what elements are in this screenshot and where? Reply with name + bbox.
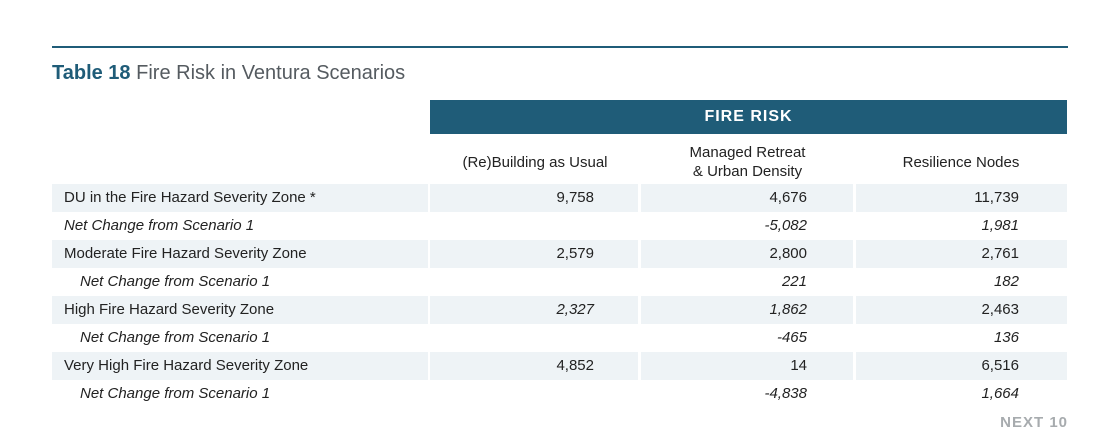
cell-value: 136 [993,329,1019,346]
table-row: High Fire Hazard Severity Zone 2,327 1,8… [52,296,1067,324]
cell-value: 4,676 [769,189,807,206]
cell-value: 4,852 [556,357,594,374]
cell-value: 1,862 [769,301,807,318]
cell-value: 2,579 [556,245,594,262]
table-number: Table 18 [52,62,131,84]
column-header-line: Managed Retreat [689,144,806,161]
cell-value: 221 [781,273,807,290]
cell-value: 9,758 [556,189,594,206]
cell-value: -4,838 [764,385,807,402]
row-label: Very High Fire Hazard Severity Zone [64,357,309,374]
cell-value: 2,761 [981,245,1019,262]
top-rule [52,46,1068,48]
row-label: Net Change from Scenario 1 [80,385,271,402]
column-header-line: (Re)Building as Usual [462,153,608,171]
cell-value: 1,981 [981,217,1019,234]
row-label: Moderate Fire Hazard Severity Zone [64,245,307,262]
cell-value: 182 [993,273,1019,290]
cell-value: 2,327 [556,301,594,318]
cell-value: 2,463 [981,301,1019,318]
group-header: FIRE RISK [430,100,1067,134]
cell-value: -5,082 [764,217,807,234]
table-row: Net Change from Scenario 1 -5,082 1,981 [52,212,1067,240]
column-header-line: Resilience Nodes [902,153,1020,171]
table-caption: Fire Risk in Ventura Scenarios [136,62,406,84]
row-label: Net Change from Scenario 1 [80,273,271,290]
cell-value: -465 [776,329,807,346]
row-label: DU in the Fire Hazard Severity Zone * [64,189,316,206]
table-row: Net Change from Scenario 1 -465 136 [52,324,1067,352]
row-label: Net Change from Scenario 1 [64,217,255,234]
table-row: Net Change from Scenario 1 221 182 [52,268,1067,296]
cell-value: 11,739 [974,189,1019,206]
column-header-line: & Urban Density [692,163,803,180]
cell-value: 2,800 [769,245,807,262]
table-row: Moderate Fire Hazard Severity Zone 2,579… [52,240,1067,268]
table-row: DU in the Fire Hazard Severity Zone * 9,… [52,184,1067,212]
cell-value: 1,664 [981,385,1019,402]
cell-value: 14 [790,357,807,374]
table-title: Table 18 Fire Risk in Ventura Scenarios [52,60,405,86]
cell-value: 6,516 [981,357,1019,374]
table-row: Net Change from Scenario 1 -4,838 1,664 [52,380,1067,408]
column-header-managed-retreat: Managed Retreat & Urban Density [640,140,855,184]
column-header-resilience-nodes: Resilience Nodes [855,140,1067,184]
footer-brand: NEXT 10 [1000,414,1068,431]
column-header-rebuilding: (Re)Building as Usual [430,140,640,184]
row-label: High Fire Hazard Severity Zone [64,301,275,318]
row-label: Net Change from Scenario 1 [80,329,271,346]
table-row: Very High Fire Hazard Severity Zone 4,85… [52,352,1067,380]
